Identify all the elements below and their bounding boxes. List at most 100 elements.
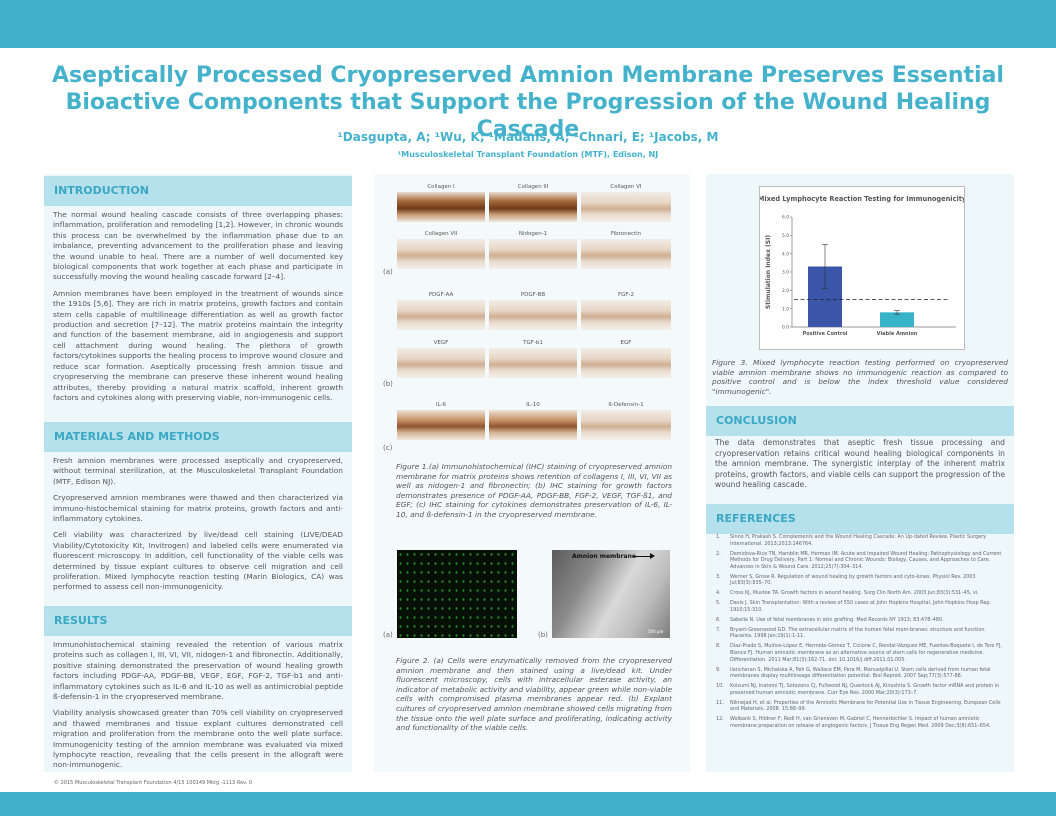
reference-item: 7. Bryant-Greenwood GD. The extracellular… bbox=[716, 627, 1006, 640]
y-tick-label: 4.0 bbox=[782, 251, 789, 257]
reference-text: Werner S, Grose R. Regulation of wound h… bbox=[730, 573, 976, 587]
reference-text: Demidova-Rice TN, Hamblin MR, Herman IM.… bbox=[730, 550, 1002, 570]
y-tick-label: 2.0 bbox=[782, 288, 789, 294]
histology-image bbox=[489, 192, 577, 222]
bottom-banner bbox=[0, 792, 1056, 816]
reference-item: 8. Díaz-Prado S, Muiños-López E, Hermida-… bbox=[716, 643, 1006, 663]
y-axis-label: Stimulation Index (SI) bbox=[765, 235, 772, 309]
arrowhead-icon bbox=[650, 553, 655, 559]
introduction-paragraph-1: The normal wound healing cascade consist… bbox=[53, 210, 343, 282]
reference-item: 4. Cross KJ, Mustoe TA. Growth factors in… bbox=[716, 590, 1006, 597]
reference-number: 8. bbox=[716, 643, 721, 650]
methods-paragraph-1: Fresh amnion membranes were processed as… bbox=[53, 456, 343, 486]
reference-text: Davis J. Skin Transplantation: With a re… bbox=[730, 600, 991, 613]
histology-image bbox=[397, 239, 485, 269]
methods-paragraph-3: Cell viability was characterized by live… bbox=[53, 530, 343, 592]
bar-viable-amnion bbox=[880, 312, 914, 327]
y-tick-label: 0.0 bbox=[782, 325, 789, 331]
histo-label: PDGF-BB bbox=[520, 292, 546, 298]
footer-copyright: © 2015 Musculoskeletal Transplant Founda… bbox=[54, 780, 253, 786]
reference-text: Ilancheran S, Michalska A, Peh G, Wallac… bbox=[730, 666, 991, 680]
histology-image bbox=[489, 410, 577, 440]
histology-image bbox=[397, 410, 485, 440]
scale-bar-label: 500 µm bbox=[648, 629, 664, 634]
reference-text: Koizumi NJ, Inatomi TJ, Sotozono CJ, Ful… bbox=[730, 683, 1000, 696]
reference-number: 5. bbox=[716, 600, 721, 607]
histo-label: ß-Defensin-1 bbox=[608, 402, 644, 408]
arrow-icon bbox=[633, 556, 651, 557]
histo-label: Collagen III bbox=[517, 184, 549, 190]
references-list: 1. Sinno H, Prakash S. Complements and th… bbox=[716, 534, 1006, 733]
introduction-paragraph-2: Amnion membranes have been employed in t… bbox=[53, 288, 343, 402]
reference-item: 9. Ilancheran S, Michalska A, Peh G, Wall… bbox=[716, 667, 1006, 680]
panel-label-a: (a) bbox=[383, 631, 393, 639]
amnion-membrane-label: Amnion membrane bbox=[572, 553, 636, 560]
histo-label: Collagen I bbox=[427, 184, 455, 190]
histology-image bbox=[581, 192, 671, 222]
histo-label: Collagen VI bbox=[610, 184, 642, 190]
figure-3-chart: Mixed Lymphocyte Reaction Testing for Im… bbox=[758, 186, 967, 350]
panel-label-a: (a) bbox=[383, 268, 393, 276]
introduction-heading: INTRODUCTION bbox=[44, 176, 352, 206]
results-heading: RESULTS bbox=[44, 606, 352, 636]
reference-number: 12. bbox=[716, 716, 724, 723]
conclusion-heading: CONCLUSION bbox=[706, 406, 1014, 436]
histology-image bbox=[397, 348, 485, 378]
panel-label-b: (b) bbox=[383, 380, 393, 388]
conclusion-text: The data demonstrates that aseptic fresh… bbox=[715, 438, 1005, 490]
y-tick-label: 3.0 bbox=[782, 270, 789, 276]
reference-item: 12. Wolbank S, Hildner F, Redl H, van Gri… bbox=[716, 716, 1006, 729]
reference-number: 9. bbox=[716, 666, 721, 673]
figure-2-caption: Figure 2. (a) Cells were enzymatically r… bbox=[396, 656, 672, 733]
results-paragraph-1: Immunohistochemical staining revealed th… bbox=[53, 640, 343, 702]
histology-image bbox=[581, 348, 671, 378]
poster-title: Aseptically Processed Cryopreserved Amni… bbox=[20, 62, 1036, 143]
methods-heading: MATERIALS AND METHODS bbox=[44, 422, 352, 452]
histo-label: EGF bbox=[620, 340, 632, 346]
affiliation: ¹Musculoskeletal Transplant Foundation (… bbox=[397, 150, 659, 159]
reference-text: Wolbank S, Hildner F, Redl H, van Griens… bbox=[730, 716, 991, 729]
reference-item: 5. Davis J. Skin Transplantation: With a … bbox=[716, 600, 1006, 613]
figure-1-caption: Figure 1.(a) Immunohistochemical (IHC) s… bbox=[396, 462, 672, 519]
histo-label: FGF-2 bbox=[617, 292, 635, 298]
y-tick-label: 1.0 bbox=[782, 306, 789, 312]
methods-text: Fresh amnion membranes were processed as… bbox=[53, 456, 343, 599]
authors: ¹Dasgupta, A; ¹Wu, K; ¹Madans, A; ¹Chnar… bbox=[337, 130, 719, 144]
histo-label: Collagen VII bbox=[424, 231, 458, 237]
results-paragraph-2: Viability analysis showcased greater tha… bbox=[53, 708, 343, 770]
top-banner bbox=[0, 0, 1056, 48]
references-heading: REFERENCES bbox=[706, 504, 1014, 534]
results-text: Immunohistochemical staining revealed th… bbox=[53, 640, 343, 777]
histo-label: IL-10 bbox=[526, 402, 540, 408]
histology-image bbox=[489, 239, 577, 269]
reference-number: 3. bbox=[716, 573, 721, 580]
y-tick-label: 6.0 bbox=[782, 215, 789, 221]
reference-number: 10. bbox=[716, 683, 724, 690]
histology-image bbox=[397, 192, 485, 222]
histo-label: Fibronectin bbox=[610, 231, 642, 237]
reference-text: Díaz-Prado S, Muiños-López E, Hermida-Gó… bbox=[730, 643, 1002, 663]
reference-number: 6. bbox=[716, 616, 721, 623]
histology-image bbox=[397, 300, 485, 330]
histology-image bbox=[489, 348, 577, 378]
reference-text: Bryant-Greenwood GD. The extracellular m… bbox=[730, 626, 986, 640]
reference-item: 2. Demidova-Rice TN, Hamblin MR, Herman I… bbox=[716, 551, 1006, 571]
chart-svg: Mixed Lymphocyte Reaction Testing for Im… bbox=[758, 195, 967, 337]
reference-item: 1. Sinno H, Prakash S. Complements and th… bbox=[716, 534, 1006, 547]
histo-label: TGF-b1 bbox=[523, 340, 543, 346]
y-tick-label: 5.0 bbox=[782, 233, 789, 239]
reference-text: Cross KJ, Mustoe TA. Growth factors in w… bbox=[730, 590, 979, 597]
histology-image bbox=[581, 410, 671, 440]
histo-label: PDGF-AA bbox=[428, 292, 454, 298]
live-dead-image bbox=[397, 550, 517, 638]
introduction-text: The normal wound healing cascade consist… bbox=[53, 210, 343, 409]
reference-item: 10. Koizumi NJ, Inatomi TJ, Sotozono CJ, … bbox=[716, 683, 1006, 696]
methods-paragraph-2: Cryopreserved amnion membranes were thaw… bbox=[53, 493, 343, 524]
reference-text: Sinno H, Prakash S. Complements and the … bbox=[730, 534, 987, 547]
histo-label: VEGF bbox=[433, 340, 449, 346]
histology-image bbox=[581, 300, 671, 330]
chart-title: Mixed Lymphocyte Reaction Testing for Im… bbox=[760, 195, 964, 203]
reference-number: 1. bbox=[716, 534, 721, 540]
reference-item: 11. Niknejad H, et al. Properties of the … bbox=[716, 700, 1006, 713]
panel-label-b: (b) bbox=[538, 631, 548, 639]
